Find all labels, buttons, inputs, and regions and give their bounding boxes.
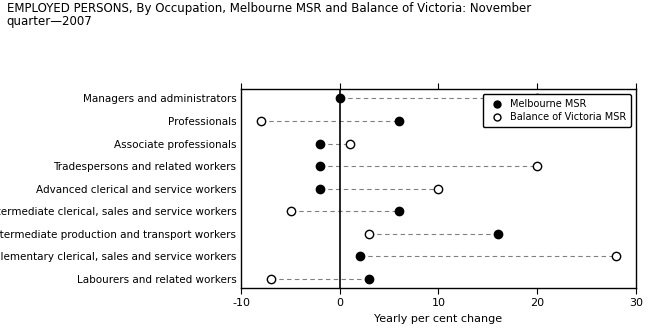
Text: quarter—2007: quarter—2007 [7,15,93,28]
X-axis label: Yearly per cent change: Yearly per cent change [374,314,503,324]
Text: EMPLOYED PERSONS, By Occupation, Melbourne MSR and Balance of Victoria: November: EMPLOYED PERSONS, By Occupation, Melbour… [7,2,531,15]
Legend: Melbourne MSR, Balance of Victoria MSR: Melbourne MSR, Balance of Victoria MSR [482,94,631,127]
